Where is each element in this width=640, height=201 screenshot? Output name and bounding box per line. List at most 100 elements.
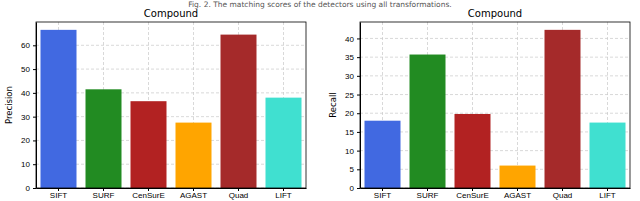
bars <box>365 30 626 188</box>
y-tick: 60 <box>21 41 36 50</box>
x-tick-label: SIFT <box>374 191 391 200</box>
x-tick: SURF <box>417 188 439 200</box>
y-tick-mark <box>33 140 36 141</box>
x-tick: AGAST <box>504 188 531 200</box>
y-tick: 20 <box>345 109 360 118</box>
bar <box>545 30 581 188</box>
x-tick-label: LIFT <box>275 191 292 200</box>
x-tick: Quad <box>229 188 249 200</box>
y-tick-label: 10 <box>21 160 30 169</box>
y-tick: 0 <box>26 184 36 193</box>
y-tick: 40 <box>345 35 360 44</box>
bar <box>500 166 536 188</box>
figure: Fig. 2. The matching scores of the detec… <box>0 0 640 201</box>
x-tick-label: CenSurE <box>456 191 488 200</box>
bar <box>410 55 446 188</box>
x-tick: SIFT <box>374 188 391 200</box>
x-tick: SURF <box>93 188 115 200</box>
y-tick: 5 <box>350 165 360 174</box>
y-tick-mark <box>33 93 36 94</box>
y-tick-label: 30 <box>345 72 354 81</box>
x-tick: Quad <box>553 188 573 200</box>
chart: 0 10 20 30 40 50 60 SIFT SURF CenSurE AGAST Quad LIF… <box>4 8 307 200</box>
grid <box>360 22 630 188</box>
y-tick: 10 <box>345 147 360 156</box>
bar <box>365 121 401 188</box>
y-tick-mark <box>33 188 36 189</box>
y-tick-mark <box>357 169 360 170</box>
y-tick-label: 5 <box>350 165 355 174</box>
bar <box>131 101 167 188</box>
chart-title: Compound <box>144 8 198 19</box>
y-tick: 35 <box>345 53 360 62</box>
bar <box>41 30 77 188</box>
x-tick: LIFT <box>599 188 616 200</box>
x-tick: SIFT <box>50 188 67 200</box>
y-tick-mark <box>357 113 360 114</box>
x-tick-label: AGAST <box>180 191 207 200</box>
y-tick-label: 40 <box>21 89 30 98</box>
x-tick: CenSurE <box>456 188 488 200</box>
x-tick-label: CenSurE <box>132 191 164 200</box>
grid-line <box>360 75 630 76</box>
y-tick-mark <box>357 57 360 58</box>
grid-line <box>360 38 630 39</box>
bar <box>86 89 122 188</box>
y-tick-mark <box>33 45 36 46</box>
y-tick-mark <box>357 95 360 96</box>
y-tick-mark <box>357 188 360 189</box>
x-tick-label: SURF <box>93 191 115 200</box>
y-tick: 25 <box>345 91 360 100</box>
y-tick: 50 <box>21 65 36 74</box>
y-tick-label: 30 <box>21 113 30 122</box>
bar <box>266 98 302 188</box>
x-tick-label: LIFT <box>599 191 616 200</box>
x-tick-label: SIFT <box>50 191 67 200</box>
bar <box>176 123 212 188</box>
y-tick-mark <box>357 38 360 39</box>
bar <box>590 123 626 188</box>
grid-line <box>360 57 630 58</box>
chart: 0 5 10 15 20 25 30 35 40 SIFT SURF CenSurE AGAST Quad… <box>328 8 631 200</box>
y-tick: 30 <box>21 113 36 122</box>
bar <box>455 114 491 188</box>
y-tick-mark <box>357 76 360 77</box>
y-tick-mark <box>357 151 360 152</box>
bars <box>41 30 302 188</box>
frame <box>360 22 630 188</box>
y-tick-label: 10 <box>345 147 354 156</box>
y-tick: 30 <box>345 72 360 81</box>
y-tick-label: 0 <box>26 184 31 193</box>
bar <box>221 35 257 188</box>
y-tick-label: 20 <box>21 136 30 145</box>
y-tick-mark <box>33 69 36 70</box>
y-tick: 15 <box>345 128 360 137</box>
y-tick-label: 50 <box>21 65 30 74</box>
x-axis: SIFT SURF CenSurE AGAST Quad LIFT <box>361 188 631 200</box>
y-tick-label: 40 <box>345 35 354 44</box>
y-tick: 20 <box>21 136 36 145</box>
grid-line <box>517 22 518 188</box>
x-axis: SIFT SURF CenSurE AGAST Quad LIFT <box>37 188 307 200</box>
grid-line <box>360 94 630 95</box>
y-axis-title: Recall <box>328 92 338 117</box>
caption: Fig. 2. The matching scores of the detec… <box>188 0 451 9</box>
y-tick: 40 <box>21 89 36 98</box>
x-tick: LIFT <box>275 188 292 200</box>
y-axis: 0 5 10 15 20 25 30 35 40 <box>345 23 360 194</box>
x-tick-label: SURF <box>417 191 439 200</box>
frame <box>36 22 306 188</box>
x-tick-label: Quad <box>229 191 249 200</box>
y-tick-label: 25 <box>345 91 354 100</box>
x-tick-label: Quad <box>553 191 573 200</box>
y-tick-label: 20 <box>345 109 354 118</box>
y-tick-label: 35 <box>345 53 354 62</box>
x-tick: CenSurE <box>132 188 164 200</box>
y-tick-mark <box>33 117 36 118</box>
y-tick-label: 0 <box>350 184 355 193</box>
grid-line <box>360 113 630 114</box>
y-axis-title: Precision <box>4 86 14 124</box>
grid <box>36 22 306 188</box>
y-tick-label: 15 <box>345 128 354 137</box>
y-axis: 0 10 20 30 40 50 60 <box>21 23 36 194</box>
